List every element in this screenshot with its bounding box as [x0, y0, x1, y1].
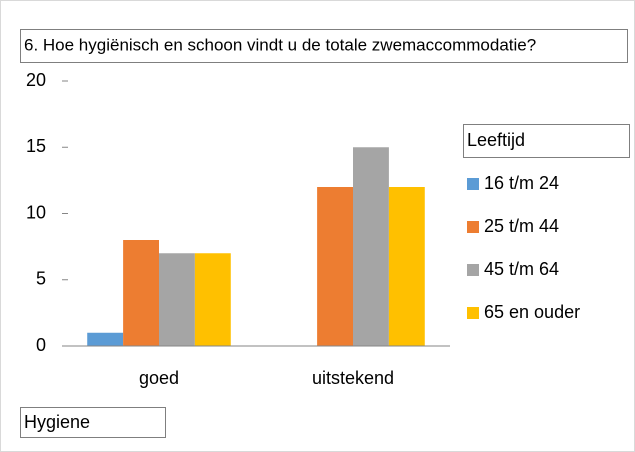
y-tick-label: 15 [26, 136, 46, 156]
legend-label: 65 en ouder [484, 302, 580, 322]
legend-title: Leeftijd [467, 130, 525, 150]
legend-swatch [467, 264, 479, 276]
title-box [20, 29, 628, 63]
bar [353, 147, 389, 346]
legend-swatch [467, 307, 479, 319]
legend-swatch [467, 178, 479, 190]
chart-title: 6. Hoe hygiënisch en schoon vindt u de t… [24, 35, 536, 54]
bar [87, 332, 124, 346]
bar [194, 253, 231, 346]
y-tick-label: 20 [26, 70, 46, 90]
x-tick-label: goed [139, 368, 179, 388]
x-label-box [20, 407, 166, 438]
bar [123, 240, 159, 346]
legend-swatch [467, 221, 479, 233]
legend-label: 25 t/m 44 [484, 216, 559, 236]
legend-title-box [463, 124, 630, 158]
y-tick-label: 5 [36, 269, 46, 289]
bar [388, 187, 425, 346]
legend-label: 16 t/m 24 [484, 173, 559, 193]
y-tick-label: 10 [26, 202, 46, 222]
x-axis-label: Hygiene [24, 412, 90, 432]
bar [317, 187, 353, 346]
legend-label: 45 t/m 64 [484, 259, 559, 279]
bar [159, 253, 195, 346]
x-tick-label: uitstekend [312, 368, 394, 388]
y-tick-label: 0 [36, 335, 46, 355]
